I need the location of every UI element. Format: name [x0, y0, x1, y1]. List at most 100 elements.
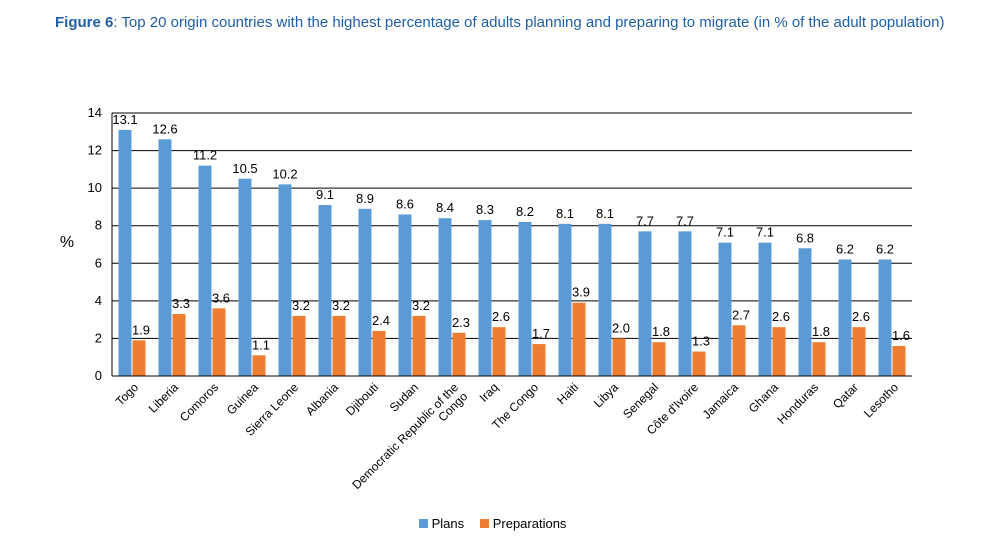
bar-plans	[638, 231, 652, 376]
bar-preparations	[732, 325, 746, 376]
y-tick-label: 10	[88, 180, 102, 195]
data-label-plans: 7.7	[636, 213, 654, 228]
bar-plans	[118, 129, 132, 376]
bar-preparations	[612, 338, 626, 376]
data-label-preparations: 2.6	[492, 309, 510, 324]
x-tick-label: Ghana	[746, 380, 782, 416]
bar-plans	[318, 205, 332, 376]
bar-plans	[878, 259, 892, 376]
legend-item-preparations: Preparations	[479, 516, 567, 531]
legend-label-plans: Plans	[431, 516, 465, 531]
bar-plans	[278, 184, 292, 376]
bar-chart: 13.1 1.9 12.6 3.3 11.2 3.6 10.5 1.1 10.2 3.2 9.1 3.…	[60, 105, 912, 492]
y-tick-label: 8	[95, 218, 102, 233]
data-label-preparations: 2.6	[772, 309, 790, 324]
figure-caption: Figure 6: Top 20 origin countries with t…	[55, 12, 955, 34]
data-label-plans: 7.7	[676, 213, 694, 228]
data-label-preparations: 3.2	[292, 298, 310, 313]
data-label-plans: 9.1	[316, 187, 334, 202]
bar-preparations	[572, 302, 586, 376]
bar-plans	[478, 220, 492, 376]
x-tick-label: Sudan	[387, 380, 421, 414]
bar-preparations	[452, 332, 466, 376]
bar-plans	[358, 208, 372, 376]
bar-preparations	[212, 308, 226, 376]
data-label-preparations: 2.6	[852, 309, 870, 324]
figure-title: : Top 20 origin countries with the highe…	[113, 14, 945, 31]
bar-plans	[558, 223, 572, 376]
x-tick-label: Jamaica	[700, 380, 742, 422]
x-tick-label: Comoros	[177, 380, 221, 424]
data-label-plans: 6.8	[796, 230, 814, 245]
bar-preparations	[892, 345, 906, 376]
bars	[118, 129, 906, 376]
legend: Plans Preparations	[0, 516, 985, 531]
x-tick-label: Iraq	[477, 380, 502, 405]
data-label-preparations: 3.2	[332, 298, 350, 313]
bar-preparations	[292, 315, 306, 376]
y-tick-label: 6	[95, 255, 102, 270]
data-label-plans: 12.6	[152, 121, 177, 136]
legend-label-preparations: Preparations	[492, 516, 567, 531]
data-label-plans: 11.2	[193, 148, 217, 163]
bar-preparations	[492, 327, 506, 376]
data-label-preparations: 1.1	[252, 337, 270, 352]
x-tick-label: Liberia	[146, 380, 182, 416]
bar-preparations	[132, 340, 146, 376]
bar-preparations	[172, 314, 186, 376]
bar-preparations	[332, 315, 346, 376]
y-tick-label: 2	[95, 330, 102, 345]
data-label-preparations: 1.3	[692, 334, 710, 349]
y-tick-label: 14	[88, 105, 102, 120]
figure-number: Figure 6	[55, 14, 114, 31]
bar-preparations	[812, 342, 826, 376]
data-label-plans: 8.4	[436, 200, 454, 215]
x-tick-label: Togo	[113, 380, 142, 409]
x-tick-label: Libya	[591, 380, 621, 410]
y-tick-label: 0	[95, 368, 102, 383]
data-label-preparations: 3.9	[572, 285, 590, 300]
bar-preparations	[692, 351, 706, 376]
bar-plans	[758, 242, 772, 376]
x-tick-label: Albania	[303, 380, 341, 418]
x-tick-label: Lesotho	[861, 380, 901, 420]
data-label-plans: 7.1	[716, 225, 734, 240]
data-label-preparations: 3.2	[412, 298, 430, 313]
data-label-preparations: 1.8	[652, 324, 670, 339]
x-tick-label: Honduras	[774, 380, 821, 427]
data-label-preparations: 3.6	[212, 290, 230, 305]
x-tick-label: Djibouti	[343, 380, 381, 418]
legend-swatch-plans	[418, 519, 428, 528]
data-label-preparations: 1.8	[812, 324, 830, 339]
bar-plans	[838, 259, 852, 376]
data-label-plans: 13.1	[112, 112, 137, 127]
bar-preparations	[372, 330, 386, 376]
bar-preparations	[532, 344, 546, 376]
data-label-plans: 6.2	[876, 242, 894, 257]
bar-preparations	[412, 315, 426, 376]
data-label-preparations: 2.3	[452, 315, 470, 330]
y-tick-label: 12	[88, 143, 102, 158]
bar-plans	[598, 223, 612, 376]
legend-item-plans: Plans	[418, 516, 465, 531]
bar-plans	[518, 221, 532, 376]
bar-plans	[678, 231, 692, 376]
data-label-plans: 7.1	[756, 225, 774, 240]
data-label-preparations: 2.0	[612, 320, 630, 335]
data-label-preparations: 1.9	[132, 322, 150, 337]
data-label-plans: 8.9	[356, 191, 374, 206]
bar-plans	[718, 242, 732, 376]
data-label-plans: 8.1	[596, 206, 614, 221]
data-label-plans: 10.2	[272, 166, 297, 181]
x-tick-label: Haiti	[554, 380, 581, 407]
data-label-plans: 8.2	[516, 204, 534, 219]
data-label-preparations: 2.4	[372, 313, 390, 328]
bar-preparations	[852, 327, 866, 376]
data-label-preparations: 1.6	[892, 328, 910, 343]
bar-plans	[798, 248, 812, 376]
bar-plans	[238, 178, 252, 376]
data-label-plans: 6.2	[836, 242, 854, 257]
data-label-preparations: 1.7	[532, 326, 550, 341]
bar-preparations	[652, 342, 666, 376]
bar-plans	[198, 165, 212, 376]
